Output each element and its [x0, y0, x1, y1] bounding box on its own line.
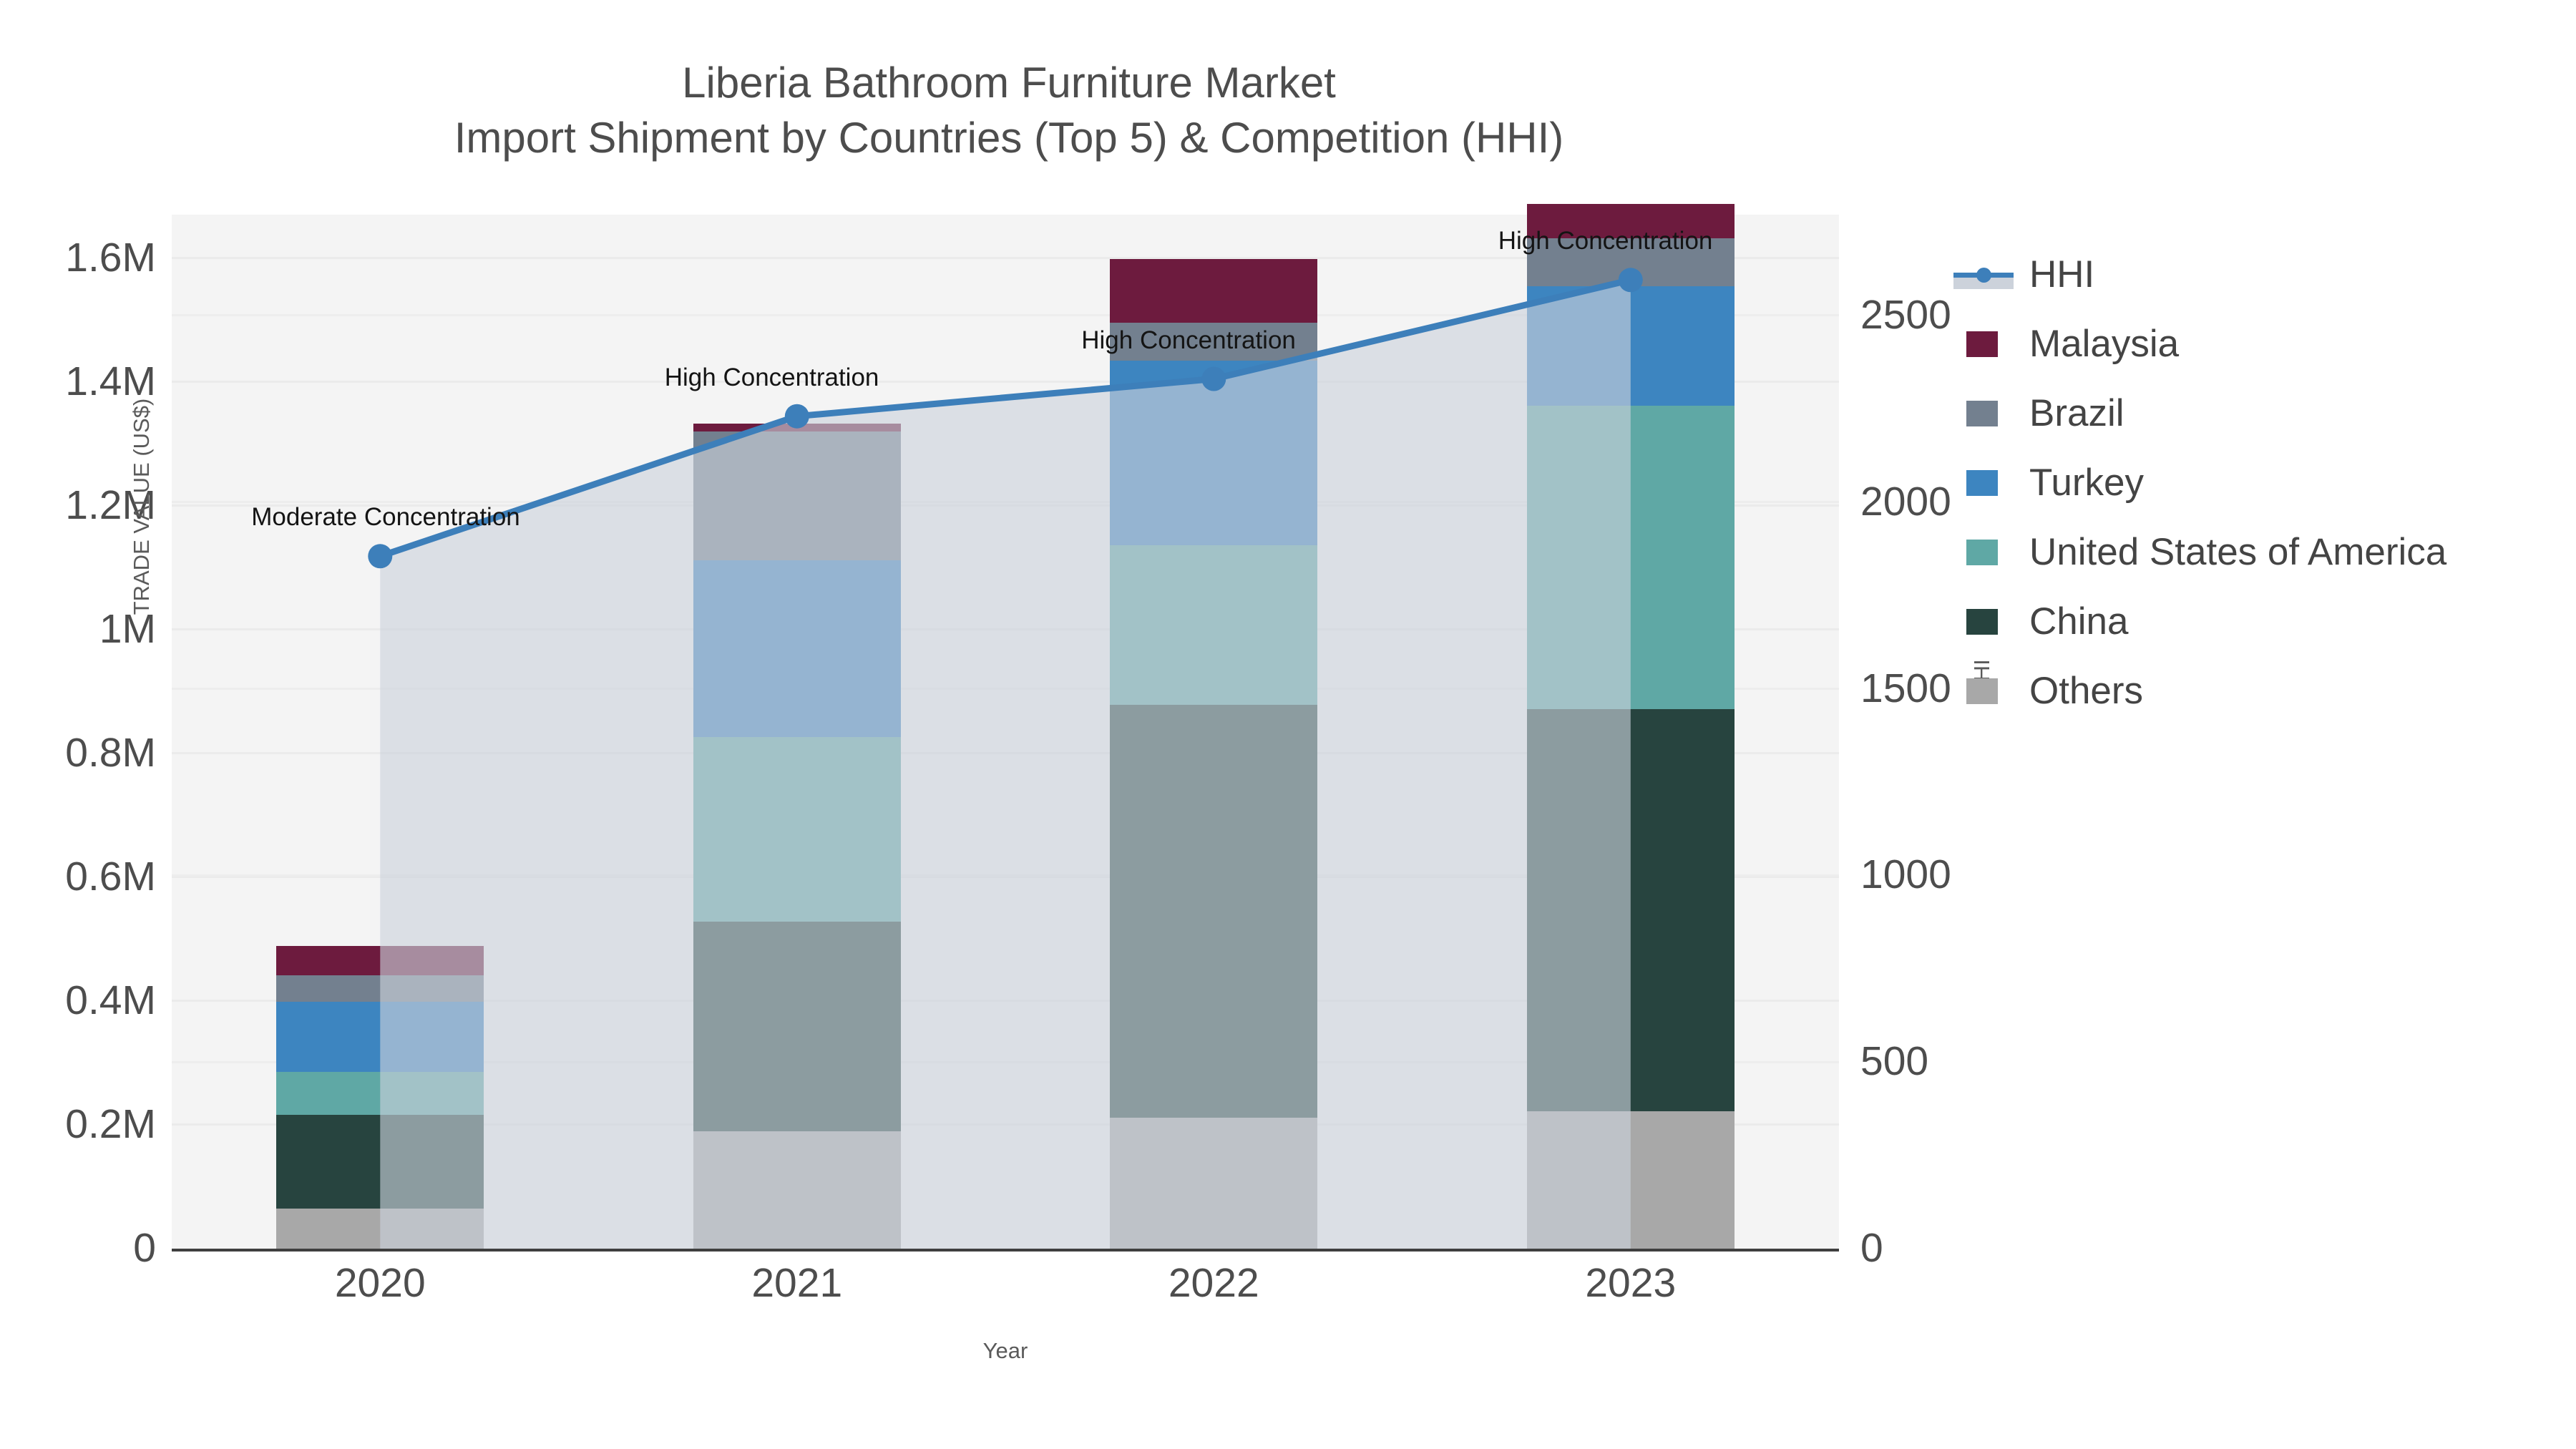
- y-axis-left-tick: 0.2M: [65, 1101, 156, 1147]
- legend-color-swatch: [1953, 672, 2014, 711]
- legend-color-swatch: [1953, 464, 2014, 502]
- hhi-marker-2022[interactable]: [1201, 366, 1226, 391]
- y-axis-left-title: TRADE VALUE (US$): [129, 398, 154, 615]
- legend-swatch-box: [1966, 400, 1998, 426]
- y-axis-left-tick: 1.2M: [65, 482, 156, 528]
- legend-item-brazil[interactable]: Brazil: [1953, 379, 2555, 448]
- y-axis-right-tick: 1500: [1860, 665, 1951, 711]
- y-axis-left-tick: 1M: [99, 605, 156, 652]
- y-axis-left-tick: 0.4M: [65, 977, 156, 1023]
- legend-item-label: United States of America: [2029, 531, 2447, 573]
- plot-area: [172, 204, 1839, 1249]
- annotation-2022: High Concentration: [1081, 326, 1296, 354]
- y-axis-left-tick: 0.8M: [65, 729, 156, 776]
- y-axis-left-tick: 0.6M: [65, 853, 156, 899]
- gridline: [172, 257, 1839, 260]
- legend-item-label: China: [2029, 600, 2129, 643]
- x-axis-line: [172, 1249, 1839, 1252]
- y-axis-left-tick: 1.6M: [65, 234, 156, 280]
- bar-segment-malaysia[interactable]: [1110, 259, 1318, 323]
- legend-item-label: Turkey: [2029, 462, 2145, 504]
- x-axis-tick-2021: 2021: [751, 1260, 843, 1306]
- x-axis-tick-2023: 2023: [1585, 1260, 1677, 1306]
- chart-subtitle: Import Shipment by Countries (Top 5) & C…: [454, 113, 1564, 162]
- annotation-2021: High Concentration: [664, 363, 879, 391]
- chart-legend: HHI Malaysia Brazil Turkey United States of …: [1953, 240, 2555, 726]
- legend-item-malaysia[interactable]: Malaysia: [1953, 309, 2555, 379]
- hhi-area-fill: [380, 280, 1631, 1249]
- hhi-marker-2023[interactable]: [1618, 268, 1643, 293]
- x-axis-title: Year: [982, 1338, 1028, 1363]
- y-axis-left-tick: 1.4M: [65, 358, 156, 404]
- y-axis-left-tick: 0: [133, 1225, 156, 1271]
- legend-item-china[interactable]: China: [1953, 587, 2555, 656]
- legend-color-swatch: [1953, 602, 2014, 641]
- legend-item-united-states-of-america[interactable]: United States of America: [1953, 517, 2555, 587]
- hhi-marker-2020[interactable]: [368, 544, 393, 569]
- y-axis-right-tick: 2000: [1860, 478, 1951, 525]
- legend-swatch-box: [1966, 539, 1998, 565]
- legend-swatch-box: [1966, 469, 1998, 496]
- y-axis-right-tick: 500: [1860, 1038, 1929, 1085]
- annotation-2020: Moderate Concentration: [251, 503, 520, 532]
- gridline-secondary: [172, 314, 1839, 317]
- hhi-line: [376, 276, 1634, 560]
- hhi-line-layer: [368, 268, 1643, 1249]
- legend-item-label: HHI: [2029, 253, 2095, 296]
- x-axis-tick-2022: 2022: [1168, 1260, 1259, 1306]
- chart-title-block: Liberia Bathroom Furniture Market Import…: [0, 56, 2018, 166]
- legend-color-swatch: [1953, 394, 2014, 433]
- legend-swatch-box: [1966, 678, 1998, 704]
- gridline: [172, 381, 1839, 384]
- y-axis-right-tick: 0: [1860, 1225, 1883, 1271]
- legend-item-turkey[interactable]: Turkey: [1953, 448, 2555, 517]
- legend-item-label: Brazil: [2029, 392, 2124, 434]
- legend-item-others[interactable]: Others: [1953, 656, 2555, 726]
- bar-segment-brazil[interactable]: [1110, 322, 1318, 361]
- y-axis-right-tick: 2500: [1860, 291, 1951, 338]
- hhi-markers: [368, 268, 1643, 569]
- legend-line-marker: [1976, 267, 1991, 283]
- legend-item-hhi[interactable]: HHI: [1953, 240, 2555, 309]
- bar-segment-malaysia[interactable]: [1526, 204, 1735, 238]
- x-axis-tick-2020: 2020: [334, 1260, 426, 1306]
- legend-item-label: Others: [2029, 670, 2144, 712]
- annotation-2023: High Concentration: [1498, 227, 1713, 255]
- legend-color-swatch: [1953, 325, 2014, 364]
- legend-line-swatch: [1953, 255, 2014, 294]
- legend-item-label: Malaysia: [2029, 323, 2180, 365]
- chart-title: Liberia Bathroom Furniture Market: [682, 59, 1336, 107]
- y-axis-right-tick: 1000: [1860, 852, 1951, 898]
- legend-color-swatch: [1953, 533, 2014, 572]
- legend-swatch-box: [1966, 331, 1998, 357]
- hhi-marker-2021[interactable]: [784, 404, 809, 429]
- legend-swatch-box: [1966, 608, 1998, 635]
